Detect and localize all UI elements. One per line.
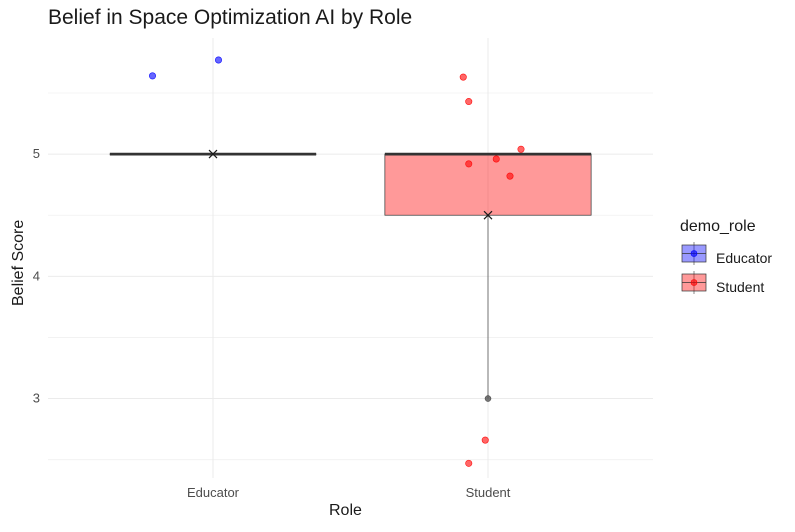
data-point-educator (149, 72, 157, 80)
data-point-student (517, 145, 525, 153)
data-point-student (465, 98, 473, 106)
data-point-student (506, 172, 514, 180)
y-axis-label: Belief Score (10, 219, 27, 306)
legend-point-educator (690, 250, 698, 257)
data-point-student (465, 459, 473, 467)
boxes-layer (109, 149, 592, 402)
x-tick-labels: Educator Student (187, 485, 511, 500)
legend-keys (681, 242, 707, 294)
legend-label-educator: Educator (716, 250, 773, 266)
y-tick-label: 5 (33, 146, 40, 161)
chart-title: Belief in Space Optimization AI by Role (48, 6, 413, 29)
data-point-student (481, 436, 489, 444)
plot-panel (48, 38, 653, 478)
mean-marker-student (483, 210, 493, 220)
legend-label-student: Student (716, 279, 765, 295)
y-tick-labels: 3 4 5 (33, 146, 40, 405)
legend-point-student (690, 279, 698, 286)
x-tick-label: Student (466, 485, 511, 500)
x-tick-label: Educator (187, 485, 240, 500)
grid-minor (48, 92, 653, 461)
y-tick-label: 3 (33, 391, 40, 406)
outlier-student (484, 395, 492, 402)
legend-title: demo_role (680, 218, 756, 235)
y-tick-label: 4 (33, 268, 40, 283)
x-axis-label: Role (329, 502, 362, 519)
data-point-student (465, 160, 473, 168)
box-student (384, 153, 592, 216)
points-layer (149, 56, 525, 467)
data-point-student (492, 155, 500, 163)
mean-marker-educator (208, 149, 218, 159)
data-point-educator (215, 56, 223, 64)
data-point-student (459, 73, 467, 81)
